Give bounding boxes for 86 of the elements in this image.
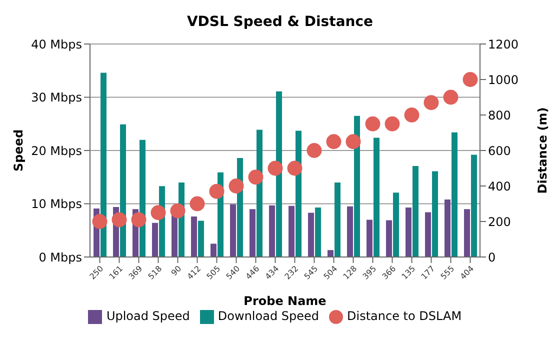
x-tick-label: 135	[400, 264, 418, 282]
bar	[374, 138, 380, 257]
y2-tick-label: 200	[488, 214, 511, 229]
bar	[386, 220, 392, 257]
point	[170, 203, 186, 218]
point	[150, 205, 166, 220]
y-tick-label: 20 Mbps	[31, 144, 82, 158]
x-tick-label: 446	[244, 264, 262, 282]
point	[268, 160, 283, 176]
bar	[198, 220, 204, 257]
bar	[432, 171, 438, 257]
point	[462, 72, 478, 87]
y-tick-label: 0 Mbps	[38, 250, 82, 264]
x-tick-label: 369	[127, 264, 144, 282]
point	[209, 184, 224, 199]
bar	[354, 116, 360, 257]
point	[306, 143, 322, 158]
bar	[250, 209, 256, 257]
y2-tick-label: 1000	[488, 72, 519, 87]
bar	[308, 212, 314, 257]
bar	[406, 207, 412, 257]
x-tick-label: 540	[224, 264, 242, 282]
point	[248, 170, 264, 185]
y2-tick-label: 800	[488, 108, 511, 122]
legend-label: Distance to DSLAM	[347, 309, 462, 323]
point	[404, 108, 420, 122]
legend-label: Upload Speed	[106, 309, 190, 323]
x-tick-label: 518	[146, 264, 164, 282]
chart-title: VDSL Speed & Distance	[186, 13, 374, 32]
bar	[152, 222, 158, 257]
point	[365, 116, 380, 132]
x-tick-label: 434	[264, 264, 281, 282]
x-tick-label: 90	[170, 264, 184, 278]
x-tick-label: 177	[420, 264, 437, 282]
y-axis-title: Speed	[11, 129, 26, 172]
bar	[334, 182, 341, 257]
x-tick-label: 250	[88, 264, 106, 282]
point	[424, 95, 439, 110]
bar	[471, 154, 478, 257]
x-tick-label: 161	[108, 264, 125, 282]
bar	[120, 124, 126, 257]
y2-tick-label: 400	[488, 179, 511, 194]
legend-label: Download Speed	[218, 309, 320, 323]
point	[326, 134, 342, 150]
bar	[172, 215, 178, 257]
bar	[425, 212, 432, 257]
x-axis-title: Probe Name	[244, 294, 326, 308]
bar	[269, 205, 276, 257]
bar	[328, 250, 334, 257]
y-tick-label: 40 Mbps	[31, 37, 82, 52]
point	[190, 196, 205, 212]
x-tick-label: 232	[283, 264, 300, 282]
y2-tick-label: 0	[488, 250, 496, 264]
bar	[315, 207, 322, 257]
x-tick-label: 504	[322, 264, 340, 282]
bar	[452, 132, 458, 257]
y-tick-label: 10 Mbps	[31, 197, 82, 212]
bar	[100, 72, 107, 257]
point	[92, 214, 108, 229]
x-tick-label: 128	[342, 264, 359, 282]
bar	[444, 199, 451, 257]
y2-tick-label: 600	[488, 144, 511, 158]
bar	[191, 216, 198, 257]
bar	[296, 130, 302, 257]
bar	[230, 204, 236, 257]
point	[287, 160, 302, 176]
bar	[210, 244, 217, 257]
point	[112, 212, 127, 228]
bar	[288, 206, 295, 257]
point	[228, 178, 244, 194]
bar	[256, 130, 263, 257]
point	[443, 90, 458, 105]
point	[131, 212, 146, 228]
y2-axis-title: Distance (m)	[535, 107, 550, 194]
point	[346, 134, 361, 150]
y-tick-label: 30 Mbps	[31, 90, 82, 105]
y2-tick-label: 1200	[488, 37, 519, 52]
bar	[464, 209, 470, 257]
point	[384, 116, 400, 132]
bar	[412, 166, 419, 257]
bar	[393, 192, 400, 257]
x-tick-label: 404	[458, 264, 476, 282]
bar	[366, 220, 373, 257]
x-tick-label: 412	[186, 264, 203, 282]
bar	[347, 206, 354, 257]
bar	[276, 91, 282, 257]
